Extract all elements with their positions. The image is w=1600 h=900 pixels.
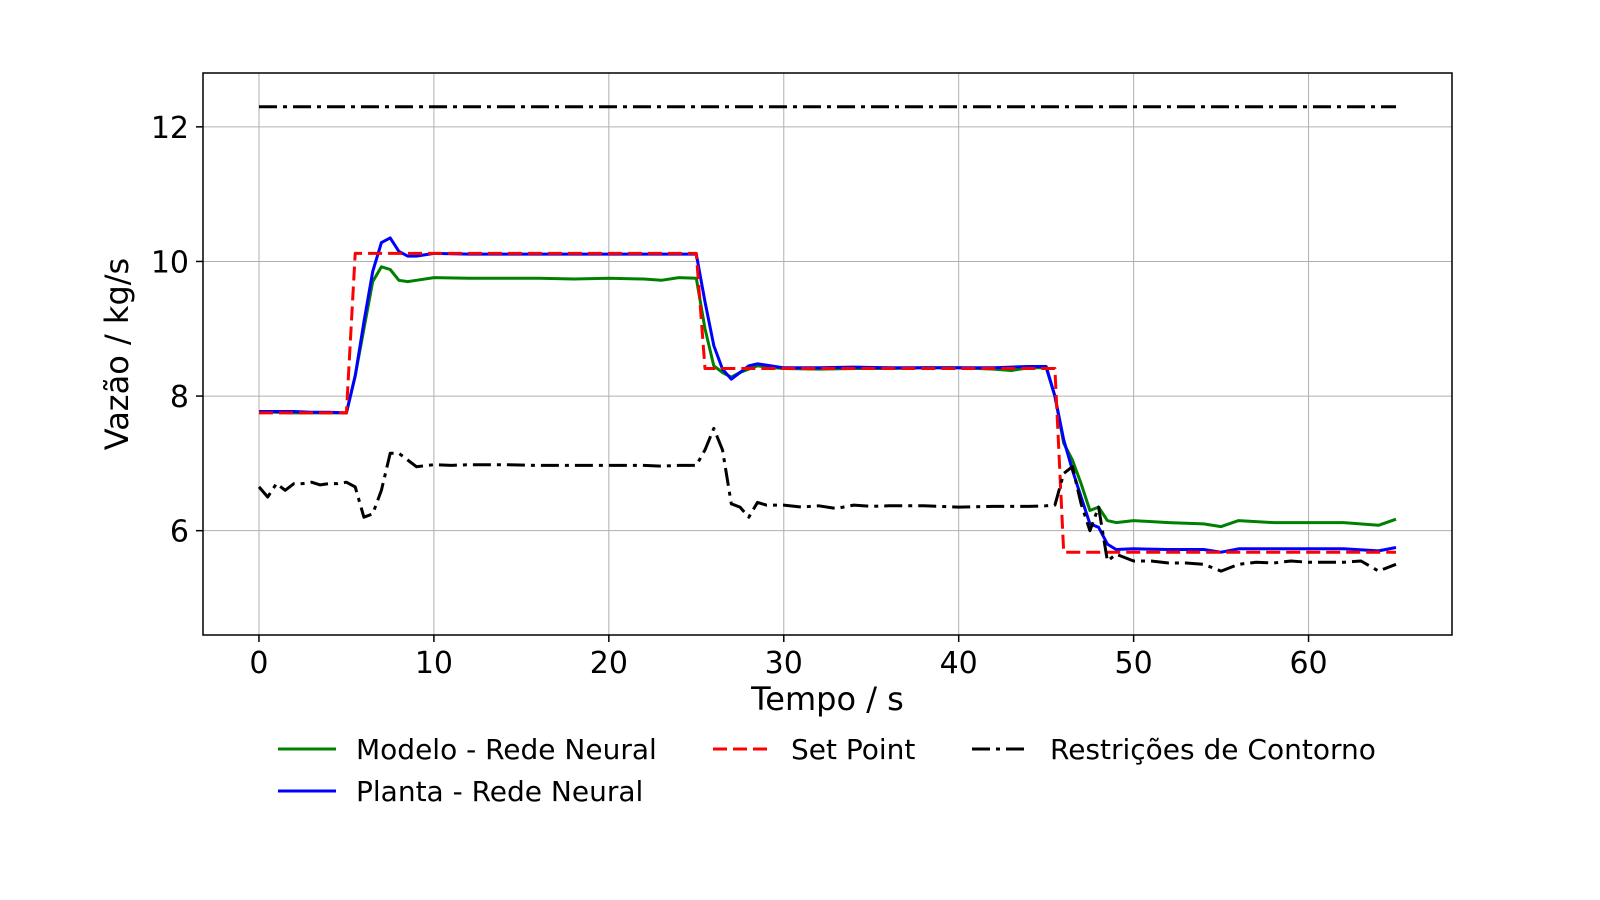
series-line-modelo-rede-neural xyxy=(258,265,1397,529)
y-axis-label: Vazão / kg/s xyxy=(98,258,136,450)
plot-series xyxy=(257,105,1397,573)
plot-area-frame xyxy=(202,72,1453,636)
axis-ticks: 0 10 20 30 40 50 60 6 8 10 12 xyxy=(151,111,1328,681)
series-line-restri-es-de-contorno xyxy=(257,426,1397,573)
x-tick-label: 50 xyxy=(1115,646,1153,681)
legend: Modelo - Rede Neural Planta - Rede Neural… xyxy=(278,733,1376,808)
x-tick-label: 40 xyxy=(940,646,978,681)
legend-label: Set Point xyxy=(791,733,915,766)
y-tick-label: 10 xyxy=(151,245,189,280)
x-axis-label: Tempo / s xyxy=(750,680,904,718)
x-tick-label: 10 xyxy=(415,646,453,681)
y-tick-label: 8 xyxy=(170,380,189,415)
x-tick-label: 0 xyxy=(249,646,268,681)
grid xyxy=(203,73,1452,635)
x-tick-label: 20 xyxy=(590,646,628,681)
y-tick-label: 6 xyxy=(170,515,189,550)
legend-label: Restrições de Contorno xyxy=(1050,733,1376,766)
series-line-set-point xyxy=(259,251,1396,554)
series-line-planta-rede-neural xyxy=(259,236,1397,554)
legend-label: Modelo - Rede Neural xyxy=(356,733,657,766)
legend-label: Planta - Rede Neural xyxy=(356,775,643,808)
y-tick-label: 12 xyxy=(151,111,189,146)
x-tick-label: 30 xyxy=(765,646,803,681)
x-tick-label: 60 xyxy=(1289,646,1327,681)
